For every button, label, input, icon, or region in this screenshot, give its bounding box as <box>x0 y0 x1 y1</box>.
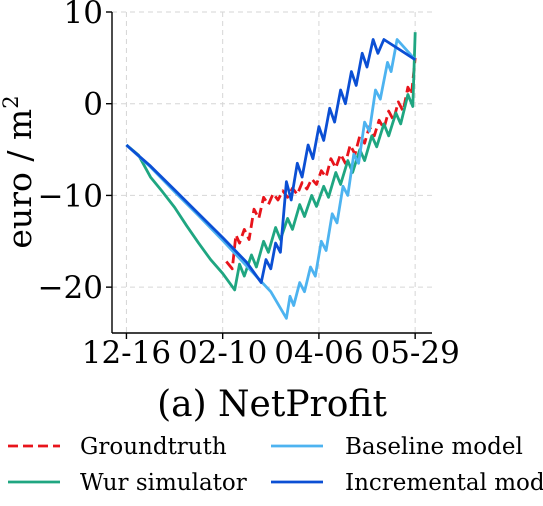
x-tick-label: 12-16 <box>82 335 171 371</box>
grid <box>112 11 432 333</box>
x-tick-label: 04-06 <box>274 335 363 371</box>
legend-label-incremental-model: Incremental model <box>345 470 543 496</box>
y-axis-title-superscript: 2 <box>0 95 23 108</box>
legend-label-groundtruth: Groundtruth <box>80 434 227 460</box>
y-axis-title: euro / m2 <box>0 95 39 248</box>
y-tick-label: −20 <box>38 270 103 306</box>
legend: Groundtruth Wur simulator Baseline model In… <box>8 434 543 496</box>
y-tick-label: −10 <box>38 178 103 214</box>
axes <box>111 12 432 334</box>
series-line-wur-simulator <box>125 32 417 292</box>
series-line-groundtruth <box>225 57 417 271</box>
ticks: 10 0 −10 −20 12-16 02-10 04-06 05-29 <box>38 0 460 371</box>
series-lines <box>125 32 417 320</box>
series-line-incremental-model <box>125 38 416 284</box>
chart-caption: (a) NetProfit <box>157 384 387 425</box>
x-tick-label: 02-10 <box>178 335 267 371</box>
x-tick-label: 05-29 <box>370 335 459 371</box>
y-tick-label: 10 <box>64 0 103 31</box>
series-line-baseline-model <box>125 38 417 320</box>
legend-label-baseline-model: Baseline model <box>345 434 523 460</box>
legend-label-wur-simulator: Wur simulator <box>80 470 247 496</box>
y-tick-label: 0 <box>83 87 103 123</box>
